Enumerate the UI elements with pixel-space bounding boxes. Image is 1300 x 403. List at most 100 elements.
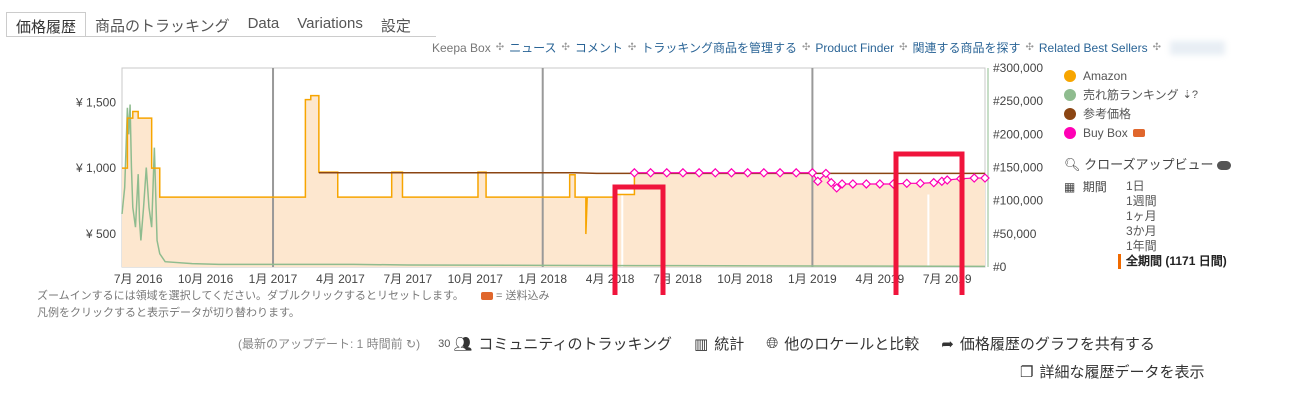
buy-box-marker [807, 167, 818, 178]
community-tracking-link[interactable]: 👥︎ コミュニティのトラッキング [453, 333, 672, 354]
compare-label: 他のロケールと比較 [784, 336, 920, 353]
manage-tracking-link[interactable]: トラッキング商品を管理する [641, 41, 797, 55]
globe-icon: 🌐︎ [766, 335, 779, 352]
shipping-truck-icon [1132, 128, 1145, 137]
x-axis-tick-label: 7月 2016 [114, 272, 163, 286]
tab-data[interactable]: Data [247, 15, 280, 32]
right-axis-tick-label: #50,000 [993, 227, 1037, 241]
legend-item-buy-box[interactable]: Buy Box [1064, 123, 1198, 142]
tab-settings[interactable]: 設定 [380, 18, 411, 35]
buy-box-marker [826, 177, 837, 188]
legend-label: Amazon [1083, 68, 1128, 83]
legend: Amazon 売れ筋ランキング ⇣? 参考価格 Buy Box [1064, 66, 1198, 142]
separator-icon: ✣ [1152, 42, 1161, 53]
legend-dot [1064, 107, 1076, 120]
stats-label: 統計 [714, 336, 745, 353]
buy-box-marker [791, 167, 802, 178]
detail-label: 詳細な履歴データを表示 [1039, 364, 1205, 381]
range-3months[interactable]: 3か月 [1126, 224, 1157, 238]
buy-box-marker [837, 179, 847, 189]
buy-box-marker [821, 168, 831, 179]
tab-price-history[interactable]: 価格履歴 [6, 12, 87, 36]
comment-link[interactable]: コメント [574, 41, 623, 55]
range-1day[interactable]: 1日 [1126, 179, 1145, 193]
legend-item-sales-rank[interactable]: 売れ筋ランキング ⇣? [1064, 85, 1198, 104]
annotation-highlight-box [893, 151, 965, 295]
top-link-bar: Keepa Box ✣ ニュース ✣ コメント ✣ トラッキング商品を管理する … [432, 39, 1225, 56]
range-1year[interactable]: 1年間 [1126, 239, 1157, 253]
right-axis-tick-label: #0 [993, 260, 1007, 274]
right-axis-tick-label: #250,000 [993, 94, 1043, 108]
x-axis-tick-label: 4月 2018 [586, 272, 635, 286]
compare-locale-link[interactable]: 🌐︎ 他のロケールと比較 [766, 333, 919, 354]
legend-dot [1064, 69, 1076, 82]
buy-box-marker [848, 179, 858, 189]
buy-box-marker [629, 167, 640, 178]
legend-item-amazon[interactable]: Amazon [1064, 66, 1198, 85]
bar-chart-icon: ▥ [694, 335, 709, 353]
people-icon: 👥︎ [453, 335, 473, 353]
legend-dot [1064, 88, 1076, 101]
calendar-icon: ▦ [1064, 180, 1076, 194]
legend-label: 参考価格 [1083, 107, 1132, 121]
period-label-row: ▦ 期間 [1064, 178, 1107, 195]
x-axis-tick-label: 1月 2018 [518, 272, 567, 286]
buy-box-marker [775, 167, 785, 178]
shipping-note: = 送料込み [496, 290, 550, 302]
related-best-sellers-link[interactable]: Related Best Sellers [1038, 40, 1148, 55]
buy-box-marker [915, 178, 926, 189]
right-axis-tick-label: #150,000 [993, 161, 1043, 175]
separator-icon: ✣ [627, 42, 637, 53]
left-axis-tick-label: ¥ 500 [85, 227, 116, 241]
statistics-link[interactable]: ▥ 統計 [694, 333, 744, 354]
copy-icon: ❐ [1020, 363, 1034, 381]
x-axis-tick-label: 1月 2017 [249, 272, 298, 286]
community-count: 30 [438, 337, 451, 350]
zoom-note-text: ズームインするには領域を選択してください。ダブルクリックするとリセットします。 [37, 290, 464, 302]
buy-box-marker [928, 177, 939, 188]
update-text: (最新のアップデート: 1 時間前 [238, 337, 403, 351]
legend-item-list-price[interactable]: 参考価格 [1064, 104, 1198, 123]
left-axis-tick-label: ¥ 1,000 [75, 161, 116, 175]
search-icon: 🔍︎ [1064, 157, 1081, 172]
share-graph-link[interactable]: ➦ 価格履歴のグラフを共有する [941, 333, 1155, 354]
tab-variations[interactable]: Variations [297, 15, 363, 32]
buy-box-marker [861, 179, 872, 189]
rank-info-icon: ⇣? [1182, 89, 1198, 101]
price-history-chart[interactable]: ¥ 1,500 ¥ 1,000 ¥ 500 #300,000 #250,000 #200,… [0, 55, 1060, 295]
buy-box-marker [726, 167, 737, 178]
x-axis-tick-label: 10月 2016 [178, 272, 234, 286]
buy-box-marker [969, 173, 980, 183]
update-status: (最新のアップデート: 1 時間前 ↻) [238, 335, 420, 352]
buy-box-marker [710, 167, 721, 178]
toggle-icon [1217, 161, 1232, 171]
keepa-box-link[interactable]: Keepa Box [432, 40, 491, 55]
range-list: 1日 1週間 1ヶ月 3か月 1年間 全期間 (1171 日間) [1118, 179, 1227, 269]
x-axis-tick-label: 10月 2017 [448, 272, 504, 286]
share-label: 価格履歴のグラフを共有する [959, 336, 1155, 353]
buy-box-marker [980, 173, 990, 183]
refresh-icon[interactable]: ↻) [406, 337, 421, 351]
range-1month[interactable]: 1ヶ月 [1126, 209, 1157, 223]
tab-bar: 価格履歴 商品のトラッキング Data Variations 設定 [6, 12, 420, 36]
range-1week[interactable]: 1週間 [1126, 194, 1157, 208]
separator-icon: ✣ [561, 42, 570, 53]
sales-rank-line [121, 104, 986, 268]
legend-note: 凡例をクリックすると表示データが切り替わります。 [37, 307, 300, 319]
x-axis-tick-label: 4月 2019 [855, 272, 904, 286]
detailed-history-link[interactable]: ❐ 詳細な履歴データを表示 [1020, 361, 1204, 382]
range-all[interactable]: 全期間 (1171 日間) [1118, 254, 1227, 269]
news-link[interactable]: ニュース [509, 41, 557, 55]
amazon-area-fill [122, 95, 985, 267]
buy-box-marker [831, 183, 842, 193]
community-label: コミュニティのトラッキング [478, 336, 673, 353]
right-axis-tick-label: #300,000 [993, 61, 1043, 75]
buy-box-marker [678, 167, 688, 178]
related-products-link[interactable]: 関連する商品を探す [912, 41, 1021, 55]
product-finder-link[interactable]: Product Finder [815, 40, 895, 55]
closeup-label: クローズアップビュー [1084, 157, 1214, 172]
blurred-link [1169, 40, 1225, 55]
closeup-view-toggle[interactable]: 🔍︎ クローズアップビュー [1064, 154, 1232, 173]
tab-product-tracking[interactable]: 商品のトラッキング [95, 18, 230, 35]
share-arrow-icon: ➦ [941, 335, 954, 353]
